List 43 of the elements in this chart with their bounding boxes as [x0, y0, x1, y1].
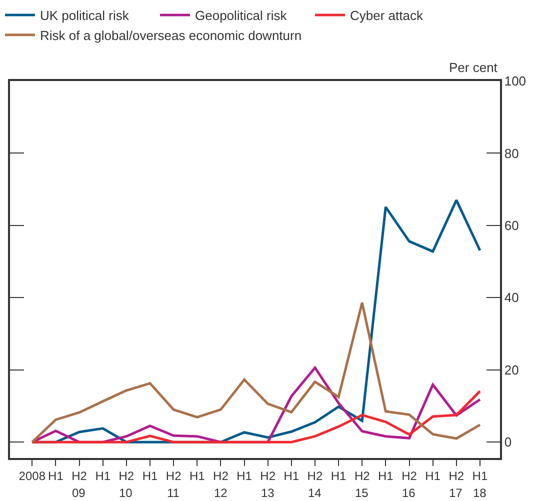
x-tick-label: H1 [236, 469, 252, 484]
y-tick-label: 0 [504, 434, 512, 450]
legend-label: Cyber attack [350, 8, 424, 24]
x-tick-label: H2 [213, 469, 229, 484]
text: 13 [261, 486, 275, 500]
legend-label: Geopolitical risk [195, 8, 288, 24]
line-series [30, 301, 482, 444]
legend-label: UK political risk [40, 8, 130, 24]
y-tick-label: 80 [504, 146, 519, 161]
x-tick-label: H1 [330, 469, 347, 484]
text: 18 [473, 486, 487, 500]
x-tick-label: H2 [166, 469, 182, 484]
text: 09 [72, 486, 86, 500]
text: 10 [119, 486, 133, 500]
x-tick-label: H2 [354, 469, 370, 484]
x-tick-label: H1 [425, 469, 441, 484]
x-tick-label: H1 [48, 469, 64, 484]
y-tick-label: 20 [504, 362, 519, 378]
x-tick-label: H1 [472, 469, 488, 484]
text: 11 [167, 486, 180, 500]
x-tick-label: H2 [448, 469, 464, 484]
x-tick-label: H2 [402, 469, 418, 484]
y-tick-label: 60 [504, 218, 519, 233]
x-tick-label: H2 [260, 469, 276, 484]
x-tick-label: H2 [118, 469, 134, 484]
text: 14 [308, 486, 322, 500]
y-tick-label: 100 [504, 74, 526, 89]
x-tick-label: H1 [95, 469, 111, 484]
text: 12 [214, 486, 228, 500]
text: 16 [402, 486, 416, 500]
text: 17 [449, 486, 463, 500]
x-tick-label: H2 [72, 469, 88, 484]
y-tick-label: 40 [504, 290, 519, 306]
x-tick-label: 2008 [18, 469, 46, 484]
y-axis-title: Per cent [449, 60, 498, 75]
x-tick-label: H2 [307, 469, 323, 484]
x-tick-label: H1 [284, 469, 300, 484]
legend-label: Risk of a global/overseas economic downturn [40, 28, 302, 43]
line-series [30, 390, 482, 444]
x-tick-label: H1 [378, 469, 394, 484]
text: 15 [355, 486, 369, 500]
x-tick-label: H1 [189, 469, 206, 484]
x-tick-label: H1 [142, 469, 158, 484]
